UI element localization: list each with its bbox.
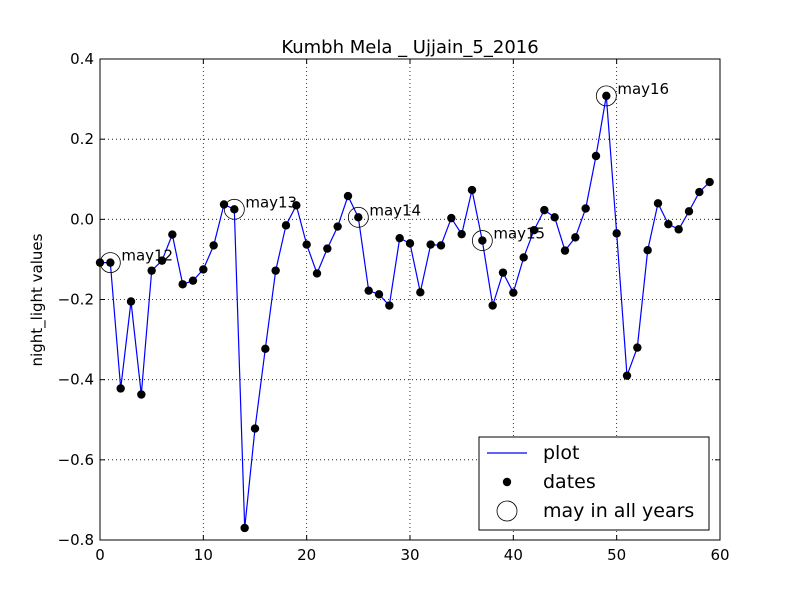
data-point: [209, 241, 218, 250]
data-point: [436, 241, 446, 250]
y-tick-label: −0.6: [58, 451, 94, 469]
data-point: [106, 258, 115, 267]
data-point: [395, 233, 404, 243]
data-point: [126, 297, 136, 306]
data-point: [385, 301, 394, 310]
data-point: [343, 191, 353, 201]
data-point: [674, 225, 683, 234]
data-point: [271, 266, 280, 275]
plot-frame: [99, 58, 721, 541]
legend-entry-label: dates: [543, 471, 596, 493]
highlight-circle: [595, 85, 617, 107]
data-point: [550, 213, 559, 222]
data-point: [529, 225, 539, 235]
data-point: [467, 185, 477, 195]
data-point: [571, 233, 580, 242]
data-point: [591, 151, 601, 161]
data-point: [230, 205, 239, 214]
highlight-circle: [347, 206, 369, 228]
highlight-label: may12: [121, 247, 173, 265]
y-tick-label: −0.2: [58, 291, 94, 309]
data-point: [302, 240, 311, 249]
data-point: [199, 265, 208, 274]
data-point: [374, 290, 384, 299]
data-point: [509, 288, 518, 297]
data-point: [405, 239, 415, 248]
data-point: [705, 177, 714, 187]
highlight-label: may15: [493, 225, 545, 243]
highlight-circle: [223, 198, 245, 220]
highlight-label: may13: [245, 193, 297, 211]
data-point: [137, 390, 146, 399]
data-point: [188, 276, 198, 285]
data-point: [281, 221, 291, 230]
legend-dot-swatch: [502, 477, 512, 487]
data-point: [333, 222, 342, 231]
data-point: [560, 246, 570, 255]
y-axis-label: night_light values: [28, 233, 47, 366]
data-point: [488, 301, 497, 310]
data-point: [426, 240, 435, 249]
x-tick-label: 60: [710, 546, 729, 564]
data-point: [219, 200, 229, 209]
x-tick-label: 40: [504, 546, 523, 564]
x-tick-label: 50: [607, 546, 626, 564]
highlight-circle: [471, 230, 493, 251]
legend-entry-label: plot: [543, 442, 579, 464]
data-point: [292, 201, 301, 210]
data-point: [116, 384, 125, 393]
y-tick-label: 0.0: [70, 210, 94, 228]
data-point: [653, 199, 663, 208]
x-tick-label: 30: [400, 546, 419, 564]
y-tick-label: −0.8: [58, 531, 94, 549]
data-point: [416, 288, 425, 297]
data-point: [250, 424, 260, 433]
data-point: [519, 253, 528, 262]
axis-ticks: 0 10 20 30 40 50 60 −0.8 −0.6 −0.4 −0.2 0.0 0.2 0.4: [58, 50, 730, 564]
x-tick-label: 0: [95, 546, 105, 564]
highlight-label: may16: [617, 80, 669, 98]
data-point: [261, 344, 270, 354]
plot-area: may12 may13 may14 may15 may16: [95, 80, 714, 533]
legend-circle-swatch: [496, 500, 518, 522]
data-point: [478, 236, 487, 245]
data-point: [633, 343, 642, 352]
data-point: [540, 205, 549, 215]
data-point: [240, 523, 249, 533]
chart-title: Kumbh Mela _ Ujjain_5_2016: [281, 37, 538, 58]
x-tick-label: 20: [297, 546, 316, 564]
data-point: [354, 213, 363, 222]
data-point: [178, 280, 187, 289]
data-point: [157, 256, 167, 265]
data-point: [612, 229, 621, 238]
data-point: [312, 269, 322, 278]
legend: plot dates may in all years: [478, 436, 710, 531]
x-tick-label: 10: [194, 546, 213, 564]
data-point: [457, 229, 466, 239]
data-point: [581, 204, 590, 213]
y-tick-label: −0.4: [58, 371, 94, 389]
data-point: [602, 91, 611, 101]
highlight-label: may14: [369, 201, 421, 219]
data-point: [664, 219, 673, 229]
y-tick-label: 0.4: [70, 50, 94, 68]
data-point: [622, 371, 632, 380]
data-point: [643, 245, 652, 255]
legend-entry-label: may in all years: [543, 500, 694, 522]
data-point: [498, 268, 508, 277]
data-point: [147, 266, 156, 275]
data-point: [168, 230, 177, 239]
data-point: [447, 213, 456, 223]
data-point: [695, 187, 704, 197]
data-point: [684, 207, 694, 216]
data-point: [323, 244, 332, 253]
y-tick-label: 0.2: [70, 130, 94, 148]
data-point: [364, 286, 373, 295]
